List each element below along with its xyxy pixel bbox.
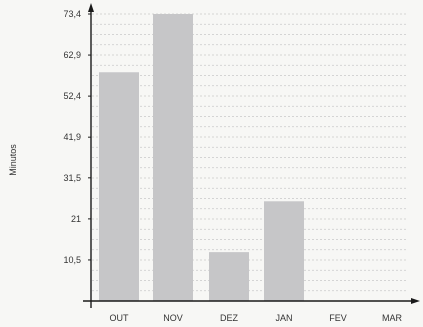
x-tick-label: NOV — [163, 313, 183, 323]
x-tick-label: MAR — [382, 313, 403, 323]
y-tick-label: 10,5 — [63, 255, 81, 265]
y-tick-label: 41,9 — [63, 132, 81, 142]
y-axis-arrow-icon — [88, 3, 94, 12]
x-tick-labels: OUT NOV DEZ JAN FEV MAR — [110, 313, 403, 323]
x-tick-label: FEV — [329, 313, 347, 323]
bar-dez — [209, 252, 249, 301]
y-axis-title: Minutos — [8, 144, 18, 176]
y-tick-label: 31,5 — [63, 173, 81, 183]
y-tick-labels: 10,5 21 31,5 41,9 52,4 62,9 73,4 — [63, 9, 91, 265]
bars — [99, 14, 304, 301]
axes — [83, 3, 420, 308]
y-tick-label: 21 — [71, 214, 81, 224]
y-tick-label: 62,9 — [63, 50, 81, 60]
y-tick-label: 73,4 — [63, 9, 81, 19]
bar-out — [99, 72, 139, 301]
y-tick-label: 52,4 — [63, 91, 81, 101]
grid-lines — [92, 13, 408, 292]
bar-jan — [264, 201, 304, 301]
x-axis-arrow-icon — [411, 298, 420, 304]
x-tick-label: OUT — [110, 313, 130, 323]
bar-nov — [153, 14, 193, 301]
x-tick-label: DEZ — [220, 313, 239, 323]
x-tick-label: JAN — [275, 313, 292, 323]
